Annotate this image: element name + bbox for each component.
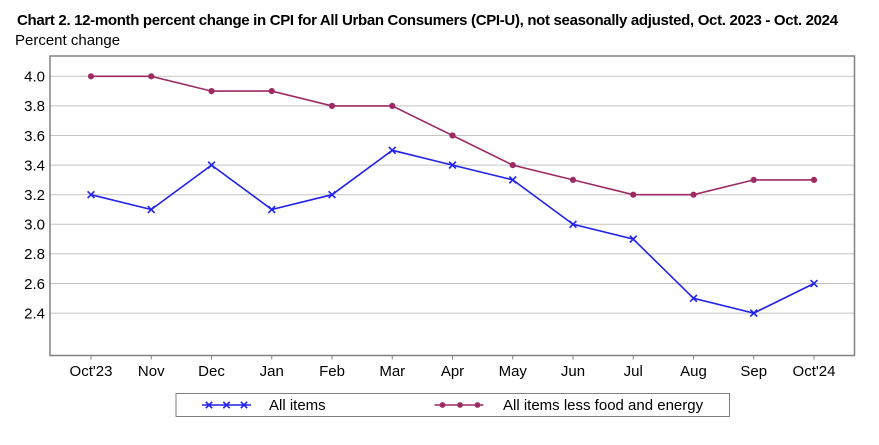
svg-text:All items less food and energy: All items less food and energy	[503, 397, 704, 414]
svg-text:May: May	[499, 363, 528, 380]
svg-text:Jan: Jan	[260, 363, 284, 380]
svg-text:3.6: 3.6	[24, 128, 45, 145]
svg-text:2.4: 2.4	[24, 305, 45, 322]
svg-text:3.8: 3.8	[24, 98, 45, 115]
svg-text:3.2: 3.2	[24, 187, 45, 204]
svg-text:Oct'24: Oct'24	[793, 363, 836, 380]
svg-text:All items: All items	[269, 397, 326, 414]
svg-text:Mar: Mar	[379, 363, 405, 380]
svg-text:4.0: 4.0	[24, 69, 45, 86]
svg-text:Nov: Nov	[138, 363, 165, 380]
svg-text:Oct'23: Oct'23	[70, 363, 113, 380]
svg-text:2.6: 2.6	[24, 276, 45, 293]
svg-text:3.4: 3.4	[24, 157, 45, 174]
svg-text:3.0: 3.0	[24, 217, 45, 234]
svg-text:Sep: Sep	[740, 363, 767, 380]
svg-text:Jul: Jul	[624, 363, 643, 380]
svg-text:Dec: Dec	[198, 363, 225, 380]
svg-text:Feb: Feb	[319, 363, 345, 380]
svg-text:Apr: Apr	[441, 363, 464, 380]
svg-text:Jun: Jun	[561, 363, 585, 380]
svg-text:Aug: Aug	[680, 363, 707, 380]
svg-text:2.8: 2.8	[24, 246, 45, 263]
